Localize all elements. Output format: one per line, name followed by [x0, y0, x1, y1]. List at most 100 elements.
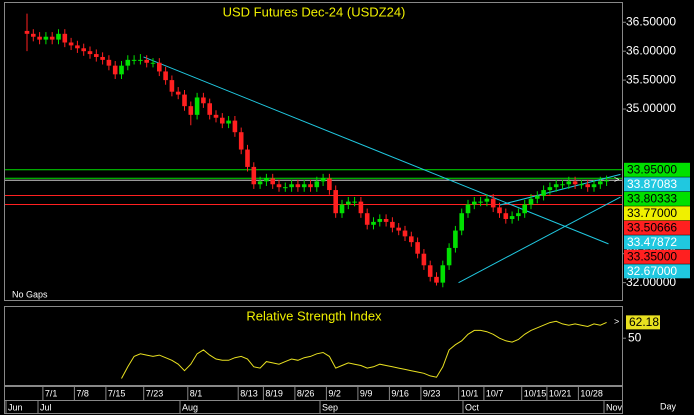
- rsi-title: Relative Strength Index: [246, 308, 382, 323]
- candle-body: [43, 36, 49, 40]
- value-box-label: 32.67000: [627, 264, 677, 278]
- chart-title: USD Futures Dec-24 (USDZ24): [223, 4, 406, 19]
- candle-body: [182, 94, 187, 107]
- candle-body: [484, 198, 490, 202]
- candle-body: [257, 181, 263, 185]
- candle-body: [81, 48, 86, 52]
- candle-body: [327, 178, 332, 191]
- candle-body: [427, 265, 433, 277]
- candle-body: [150, 62, 156, 64]
- candle-body: [49, 36, 55, 40]
- candle-body: [169, 80, 175, 92]
- value-box-label: 33.87083: [627, 177, 677, 191]
- x-tick-label: 8/19: [265, 388, 283, 398]
- x-tick-label: 9/23: [423, 388, 441, 398]
- price-panel: [4, 2, 623, 301]
- candle-body: [383, 218, 389, 222]
- trendline: [458, 196, 621, 284]
- x-tick-label: 10/28: [580, 388, 603, 398]
- candle-body: [131, 59, 137, 61]
- x-tick-label: 8/1: [190, 388, 203, 398]
- value-box: [624, 249, 690, 264]
- candle-body: [572, 181, 578, 185]
- candle-body: [566, 181, 572, 185]
- value-box: [626, 315, 660, 330]
- last-marker: >: [614, 317, 619, 327]
- candle-body: [232, 120, 238, 133]
- x-tick-label: 8/13: [240, 388, 258, 398]
- value-box-label: 33.50666: [627, 220, 677, 234]
- y-tick-label: 50: [628, 330, 642, 344]
- value-box-label: 33.95000: [627, 162, 677, 176]
- candle-body: [119, 65, 124, 75]
- value-box: [624, 220, 690, 235]
- x-tick-label: 9/9: [360, 388, 373, 398]
- candle-body: [497, 207, 502, 214]
- month-label: Nov: [606, 402, 623, 412]
- candle-body: [421, 253, 427, 266]
- y-tick-label: 35.00000: [626, 101, 676, 115]
- candle-body: [194, 97, 200, 115]
- candle-body: [440, 265, 446, 283]
- month-label: Jun: [8, 402, 23, 412]
- x-tick-label: 7/1: [45, 388, 58, 398]
- candle-body: [220, 117, 225, 124]
- candle-body: [579, 184, 584, 186]
- candle-body: [503, 213, 509, 219]
- candle-body: [402, 230, 408, 237]
- candle-body: [541, 190, 546, 196]
- candle-body: [201, 97, 206, 104]
- candle-body: [94, 54, 99, 57]
- candle-body: [125, 59, 131, 66]
- candle-body: [68, 42, 74, 46]
- candle-body: [245, 149, 250, 167]
- month-label: Oct: [465, 402, 480, 412]
- rsi-panel: [4, 306, 623, 386]
- candle-body: [106, 59, 112, 66]
- candle-body: [144, 59, 149, 63]
- x-tick-label: 10/21: [549, 388, 572, 398]
- candle-body: [238, 132, 244, 150]
- trendline: [499, 173, 621, 206]
- candle-body: [509, 216, 515, 219]
- candle-body: [157, 62, 162, 72]
- y-tick-label: 32.00000: [626, 275, 676, 289]
- candle-body: [453, 230, 458, 248]
- candle-body: [459, 213, 464, 231]
- x-tick-label: 7/8: [76, 388, 89, 398]
- candle-body: [289, 184, 294, 188]
- candle-body: [24, 30, 30, 34]
- candle-body: [37, 36, 42, 40]
- candle-body: [301, 184, 307, 188]
- candle-body: [547, 187, 553, 191]
- x-tick-label: 7/15: [108, 388, 126, 398]
- candle-body: [591, 184, 597, 188]
- candle-body: [390, 221, 395, 228]
- value-box: [624, 235, 690, 250]
- month-label: Sep: [322, 402, 338, 412]
- trendline: [143, 56, 609, 245]
- candle-body: [314, 181, 320, 188]
- candle-body: [415, 242, 420, 254]
- value-box: [624, 264, 690, 279]
- x-tick-label: 9/2: [328, 388, 341, 398]
- candle-body: [553, 184, 559, 188]
- value-box: [624, 191, 690, 206]
- note: No Gaps: [12, 289, 48, 299]
- candle-body: [62, 33, 68, 43]
- y-tick-label: 36.00000: [626, 43, 676, 57]
- value-box-label: 33.80333: [627, 191, 677, 205]
- y-tick-label: 35.50000: [626, 72, 676, 86]
- x-tick-label: 7/23: [146, 388, 164, 398]
- candle-body: [396, 227, 401, 231]
- candle-body: [264, 178, 269, 182]
- candle-body: [598, 181, 603, 185]
- x-tick-label: 10/7: [486, 388, 504, 398]
- candle-body: [75, 45, 80, 49]
- candle-body: [270, 178, 275, 185]
- value-box-label: 33.35000: [627, 249, 677, 263]
- candle-body: [333, 190, 338, 214]
- candle-body: [175, 91, 181, 95]
- month-label: Aug: [182, 402, 198, 412]
- candle-body: [112, 65, 118, 75]
